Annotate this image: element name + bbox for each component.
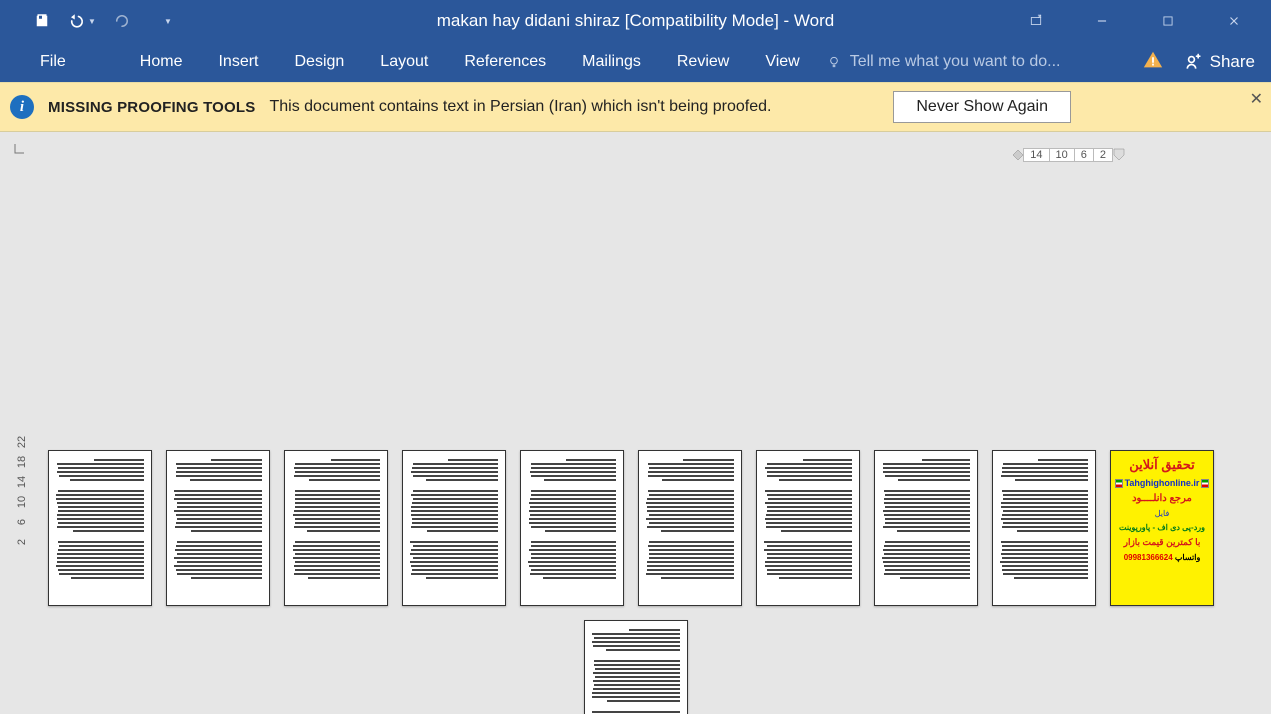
- undo-button[interactable]: ▼: [64, 3, 100, 39]
- tab-review[interactable]: Review: [659, 42, 747, 82]
- tab-references[interactable]: References: [446, 42, 564, 82]
- page-thumbnail-3[interactable]: [874, 450, 978, 606]
- page-thumbnail-4[interactable]: [756, 450, 860, 606]
- warning-icon[interactable]: [1142, 49, 1164, 76]
- tab-layout[interactable]: Layout: [362, 42, 446, 82]
- iran-flag-icon: [1115, 479, 1123, 488]
- redo-button[interactable]: [104, 3, 140, 39]
- page-thumbnail-1-cover[interactable]: تحقیق آنلاین Tahghighonline.ir مرجع دانل…: [1110, 450, 1214, 606]
- cover-url: Tahghighonline.ir: [1125, 478, 1200, 488]
- cover-contact: واتساپ 09981366624: [1124, 553, 1201, 562]
- ribbon: File Home Insert Design Layout Reference…: [0, 42, 1271, 82]
- share-button[interactable]: Share: [1184, 52, 1255, 72]
- page-thumbnails-row-2: [0, 620, 1271, 714]
- tell-me-search[interactable]: Tell me what you want to do...: [826, 42, 1061, 82]
- vertical-ruler[interactable]: 2 6 10 14 18 22: [12, 432, 32, 552]
- notification-message: This document contains text in Persian (…: [269, 97, 771, 116]
- tab-selector[interactable]: [10, 140, 30, 160]
- cover-price: با کمترین قیمت بازار: [1124, 537, 1201, 548]
- page-thumbnail-6[interactable]: [520, 450, 624, 606]
- notification-close[interactable]: ✕: [1250, 89, 1263, 109]
- close-button[interactable]: [1211, 6, 1257, 36]
- window-controls: [1013, 6, 1271, 36]
- tab-mailings[interactable]: Mailings: [564, 42, 659, 82]
- share-label: Share: [1210, 52, 1255, 72]
- tab-insert[interactable]: Insert: [200, 42, 276, 82]
- page-thumbnail-2[interactable]: [992, 450, 1096, 606]
- tab-view[interactable]: View: [747, 42, 817, 82]
- document-workspace: 14 10 6 2 2 6 10 14 18 22 تحقیق آنلاین T…: [0, 132, 1271, 714]
- tab-home[interactable]: Home: [122, 42, 201, 82]
- page-thumbnails-row-1: تحقیق آنلاین Tahghighonline.ir مرجع دانل…: [48, 450, 1214, 606]
- page-thumbnail-8[interactable]: [284, 450, 388, 606]
- tab-design[interactable]: Design: [276, 42, 362, 82]
- iran-flag-icon: [1201, 479, 1209, 488]
- page-thumbnail-10[interactable]: [48, 450, 152, 606]
- cover-subtitle: مرجع دانلــــود: [1132, 493, 1192, 504]
- page-thumbnail-11[interactable]: [584, 620, 688, 714]
- horizontal-ruler[interactable]: 14 10 6 2: [1013, 144, 1125, 166]
- title-bar: ▼ ▼ makan hay didani shiraz [Compatibili…: [0, 0, 1271, 42]
- info-icon: i: [10, 95, 34, 119]
- ribbon-display-options[interactable]: [1013, 6, 1059, 36]
- cover-line4: فایل: [1155, 509, 1170, 518]
- proofing-notification: i MISSING PROOFING TOOLS This document c…: [0, 82, 1271, 132]
- qat-customize[interactable]: ▼: [160, 3, 176, 39]
- save-button[interactable]: [24, 3, 60, 39]
- page-thumbnail-5[interactable]: [638, 450, 742, 606]
- file-tab[interactable]: File: [20, 42, 86, 82]
- cover-formats: ورد-پی دی اف - پاورپوینت: [1119, 523, 1205, 532]
- page-thumbnail-9[interactable]: [166, 450, 270, 606]
- page-thumbnail-7[interactable]: [402, 450, 506, 606]
- minimize-button[interactable]: [1079, 6, 1125, 36]
- notification-title: MISSING PROOFING TOOLS: [48, 99, 255, 116]
- tell-me-placeholder: Tell me what you want to do...: [850, 53, 1061, 71]
- cover-title: تحقیق آنلاین: [1129, 457, 1194, 473]
- maximize-button[interactable]: [1145, 6, 1191, 36]
- never-show-again-button[interactable]: Never Show Again: [893, 91, 1071, 123]
- quick-access-toolbar: ▼ ▼: [0, 3, 176, 39]
